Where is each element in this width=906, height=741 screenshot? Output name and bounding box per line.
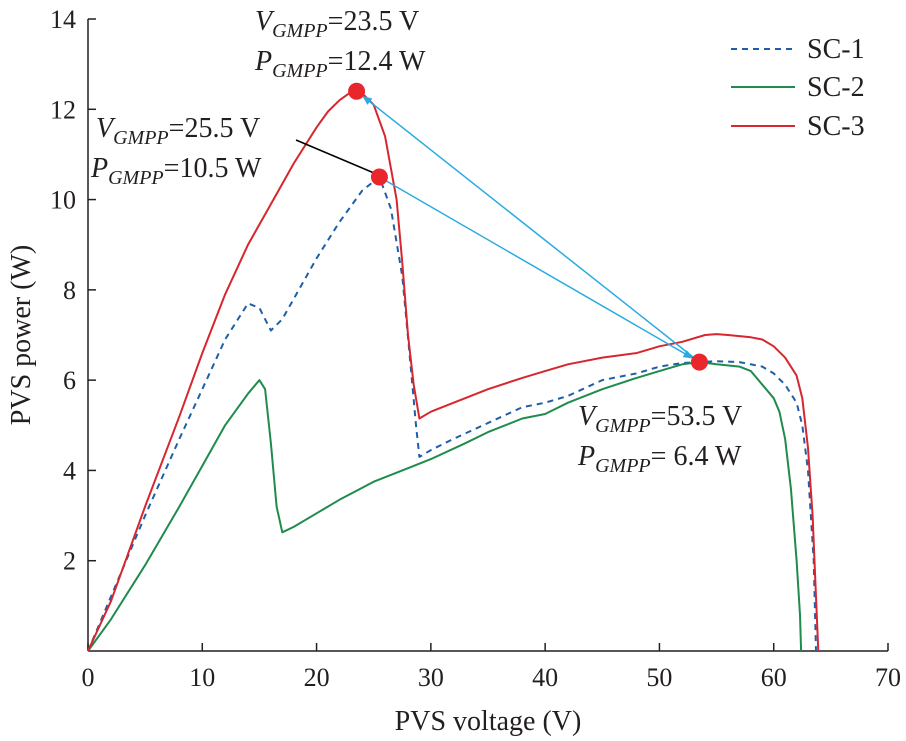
x-tick-label: 40: [532, 663, 558, 692]
annotation-sc1-power: PGMPP=10.5 W: [90, 153, 262, 189]
series-layer: [87, 90, 820, 652]
gmpp-arrow-2: [385, 180, 694, 359]
x-tick-label: 20: [304, 663, 330, 692]
annotation-sc3-voltage: VGMPP=23.5 V: [255, 6, 419, 42]
y-tick-label: 2: [63, 547, 76, 576]
legend-label-sc2: SC-2: [807, 72, 865, 103]
series-line-sc-1: [87, 176, 817, 652]
axis-ticks: 0 10 20 30 40 50 60 70 2 4 6 8 10 12 14: [50, 5, 901, 692]
annotation-sc2-power: PGMPP= 6.4 W: [577, 441, 742, 477]
x-tick-label: 30: [418, 663, 444, 692]
sc1-annotation-leader: [295, 139, 375, 174]
gmpp-arrow-1: [362, 95, 694, 358]
y-tick-label: 10: [50, 186, 76, 215]
annotation-sc2-gmpp: VGMPP=53.5 V PGMPP= 6.4 W: [577, 401, 742, 477]
arrow-layer: [362, 95, 694, 359]
annotation-sc1-voltage: VGMPP=25.5 V: [96, 113, 260, 149]
series-line-sc-3: [87, 90, 820, 652]
x-axis-title: PVS voltage (V): [395, 706, 582, 737]
series-line-sc-2: [87, 361, 803, 652]
x-tick-label: 70: [875, 663, 901, 692]
annotation-sc3-power: PGMPP=12.4 W: [254, 46, 426, 82]
legend-label-sc3: SC-3: [807, 111, 865, 142]
annotation-sc1-gmpp: VGMPP=25.5 V PGMPP=10.5 W: [90, 113, 262, 189]
legend: SC-1 SC-2 SC-3: [731, 34, 865, 142]
y-tick-label: 8: [63, 276, 76, 305]
annotation-sc2-voltage: VGMPP=53.5 V: [578, 401, 742, 437]
x-tick-label: 50: [646, 663, 672, 692]
gmpp-marker-layer: [348, 82, 708, 371]
gmpp-marker-3: [690, 353, 708, 371]
x-tick-label: 10: [189, 663, 215, 692]
y-axis-title: PVS power (W): [6, 245, 37, 425]
legend-label-sc1: SC-1: [807, 34, 865, 65]
y-tick-label: 6: [63, 366, 76, 395]
y-tick-label: 12: [50, 95, 76, 124]
x-tick-label: 0: [82, 663, 95, 692]
gmpp-marker-2: [370, 168, 388, 186]
y-tick-label: 14: [50, 5, 76, 34]
y-tick-label: 4: [63, 456, 76, 485]
annotation-sc3-gmpp: VGMPP=23.5 V PGMPP=12.4 W: [254, 6, 426, 82]
x-tick-label: 60: [761, 663, 787, 692]
gmpp-marker-1: [348, 82, 366, 100]
